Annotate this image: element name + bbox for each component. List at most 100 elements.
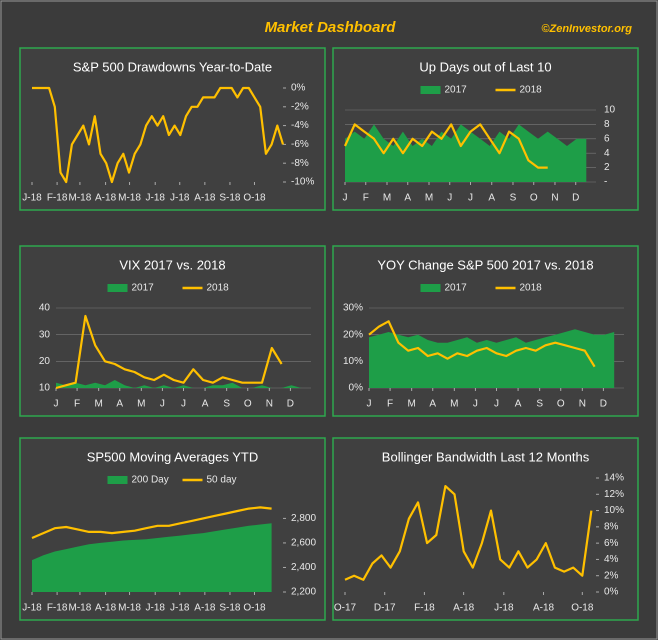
line-series [343, 123, 548, 169]
chart-panel: Bollinger Bandwidth Last 12 Months 0% 2% 4%… [332, 437, 639, 621]
x-tick-label: A-18 [194, 193, 216, 204]
line-series [32, 86, 285, 184]
x-tick-label: F-18 [47, 193, 68, 204]
x-tick-label: M [94, 399, 102, 410]
x-tick-label: A-18 [533, 603, 555, 614]
legend-swatch [107, 476, 128, 484]
x-tick-label: A [116, 399, 123, 410]
y-tick-label: 14% [604, 473, 624, 484]
x-tick-label: J [343, 193, 348, 204]
x-tick-label: F [363, 193, 369, 204]
y-tick-label: -10% [291, 177, 314, 188]
x-tick-label: N [551, 193, 558, 204]
x-tick-label: J [367, 399, 372, 410]
x-tick-label: S-18 [219, 603, 241, 614]
x-tick-label: A-18 [453, 603, 475, 614]
area-series [32, 523, 272, 592]
x-tick-label: F [387, 399, 393, 410]
x-tick-label: D [600, 399, 607, 410]
y-tick-label: -4% [291, 120, 309, 131]
area-series [56, 380, 302, 388]
legend-label: 200 Day [132, 475, 169, 486]
x-tick-label: J-18 [145, 193, 165, 204]
y-tick-label: 2 [604, 162, 610, 173]
y-tick-label: -2% [291, 101, 309, 112]
y-tick-label: 4% [604, 554, 619, 565]
dashboard-title: Market Dashboard [265, 19, 397, 36]
x-tick-label: O [557, 399, 565, 410]
credit: ©ZenInvestor.org [541, 23, 632, 35]
chart-title: S&P 500 Drawdowns Year-to-Date [73, 59, 272, 74]
y-tick-label: 2% [604, 570, 619, 581]
y-tick-label: 2,200 [291, 587, 316, 598]
y-tick-label: 30 [39, 329, 51, 340]
x-tick-label: A [404, 193, 411, 204]
chart-panel: SP500 Moving Averages YTD 2,200 2,400 2,600… [19, 437, 326, 621]
x-tick-label: F-18 [47, 603, 68, 614]
x-tick-label: N [266, 399, 273, 410]
chart-title: YOY Change S&P 500 2017 vs. 2018 [377, 257, 593, 272]
line-series [31, 506, 272, 540]
x-tick-label: J [494, 399, 499, 410]
y-tick-label: -8% [291, 158, 309, 169]
y-tick-label: 10% [343, 356, 363, 367]
x-tick-label: N [579, 399, 586, 410]
y-tick-label: 0% [349, 383, 364, 394]
chart-title: Up Days out of Last 10 [419, 59, 551, 74]
x-tick-label: S [536, 399, 543, 410]
x-tick-label: F-18 [414, 603, 435, 614]
x-tick-label: M-18 [69, 603, 92, 614]
y-tick-label: 20 [39, 356, 51, 367]
y-tick-label: 4 [604, 148, 610, 159]
chart-panel: Up Days out of Last 10 - 2 4 6 8 10 J F M A M J J A S O N… [332, 47, 639, 211]
x-tick-label: M [137, 399, 145, 410]
x-tick-label: S [223, 399, 230, 410]
x-tick-label: S-18 [219, 193, 241, 204]
y-tick-label: 6% [604, 538, 619, 549]
x-tick-label: M-18 [69, 193, 92, 204]
x-tick-label: D-17 [374, 603, 396, 614]
legend-label: 2017 [445, 85, 468, 96]
chart-panel: VIX 2017 vs. 2018 10 20 30 40 J F M A M J J A S O N D 201… [19, 245, 326, 417]
line-series [368, 320, 596, 368]
x-tick-label: O [244, 399, 252, 410]
legend-label: 2018 [520, 85, 543, 96]
chart-title: VIX 2017 vs. 2018 [119, 257, 225, 272]
x-tick-label: M [425, 193, 433, 204]
y-tick-label: - [604, 177, 607, 188]
x-tick-label: M [383, 193, 391, 204]
x-tick-label: O-18 [243, 193, 266, 204]
y-tick-label: 2,600 [291, 538, 316, 549]
x-tick-label: J-18 [22, 603, 42, 614]
x-tick-label: M-18 [118, 193, 141, 204]
x-tick-label: A [429, 399, 436, 410]
y-tick-label: 10 [39, 383, 51, 394]
y-tick-label: 10 [604, 105, 616, 116]
y-tick-label: 6 [604, 133, 610, 144]
x-tick-label: J-18 [145, 603, 165, 614]
x-tick-label: S [510, 193, 517, 204]
x-tick-label: O [530, 193, 538, 204]
y-tick-label: -6% [291, 139, 309, 150]
y-tick-label: 0% [291, 83, 306, 94]
area-series [345, 124, 587, 182]
x-tick-label: M [407, 399, 415, 410]
x-tick-label: J [181, 399, 186, 410]
legend-label: 2018 [207, 283, 230, 294]
x-tick-label: J-18 [494, 603, 514, 614]
x-tick-label: A-18 [194, 603, 216, 614]
x-tick-label: F [74, 399, 80, 410]
y-tick-label: 40 [39, 303, 51, 314]
panel-frame [332, 47, 639, 211]
legend-label: 2017 [445, 283, 468, 294]
x-tick-label: D [572, 193, 579, 204]
y-tick-label: 10% [604, 505, 624, 516]
line-series [55, 314, 283, 390]
x-tick-label: A-18 [95, 603, 117, 614]
x-tick-label: O-18 [571, 603, 594, 614]
x-tick-label: M-18 [118, 603, 141, 614]
legend-label: 2018 [520, 283, 543, 294]
y-tick-label: 20% [343, 329, 363, 340]
x-tick-label: J [160, 399, 165, 410]
x-tick-label: A [202, 399, 209, 410]
